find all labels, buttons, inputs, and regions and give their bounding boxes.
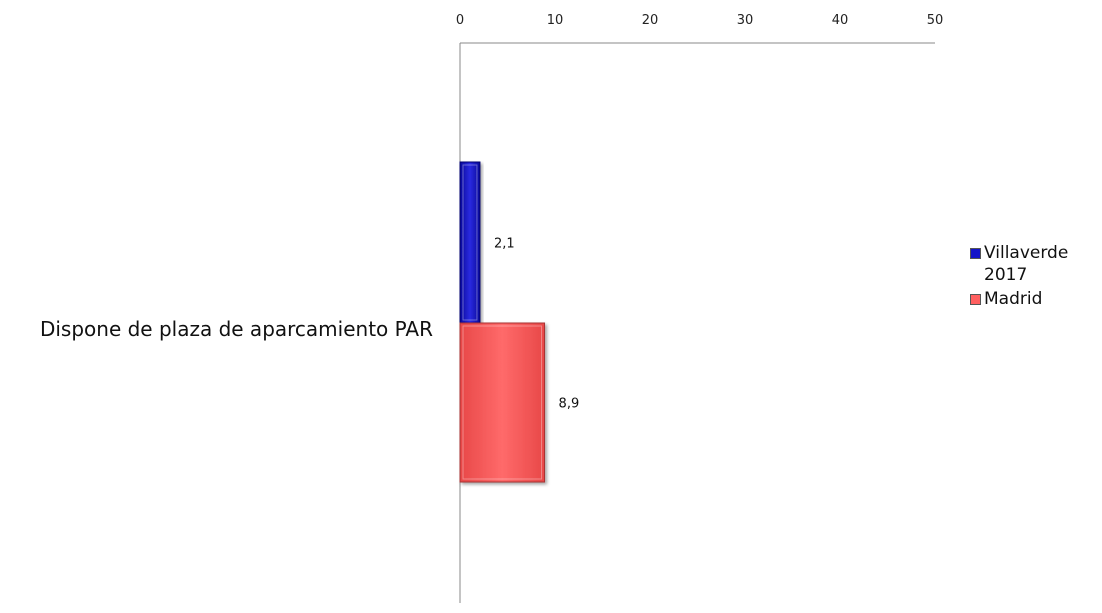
bar-bevel bbox=[462, 325, 543, 480]
axis-layer: 0 10 20 30 40 50 bbox=[456, 13, 943, 603]
x-tick-label: 40 bbox=[832, 13, 849, 28]
legend-label-villaverde: Villaverde 2017 bbox=[984, 243, 1069, 285]
legend-item-madrid: Madrid bbox=[970, 288, 1094, 310]
legend-label-madrid: Madrid bbox=[984, 289, 1043, 309]
legend-swatch-madrid bbox=[970, 294, 981, 305]
x-tick-label: 0 bbox=[456, 13, 464, 28]
legend-item-villaverde: Villaverde 2017 bbox=[970, 242, 1094, 286]
x-tick-label: 30 bbox=[737, 13, 754, 28]
data-label: 8,9 bbox=[559, 397, 580, 412]
data-label: 2,1 bbox=[494, 237, 515, 252]
legend-swatch-villaverde bbox=[970, 248, 981, 259]
bar-bevel bbox=[462, 164, 478, 321]
category-label: Dispone de plaza de aparcamiento PAR bbox=[40, 317, 433, 341]
x-tick-label: 10 bbox=[547, 13, 564, 28]
bar-madrid bbox=[459, 322, 546, 483]
bar-layer: 2,1 8,9 bbox=[459, 161, 580, 483]
legend: Villaverde 2017 Madrid bbox=[970, 242, 1094, 312]
x-tick-label: 20 bbox=[642, 13, 659, 28]
x-tick-label: 50 bbox=[927, 13, 944, 28]
